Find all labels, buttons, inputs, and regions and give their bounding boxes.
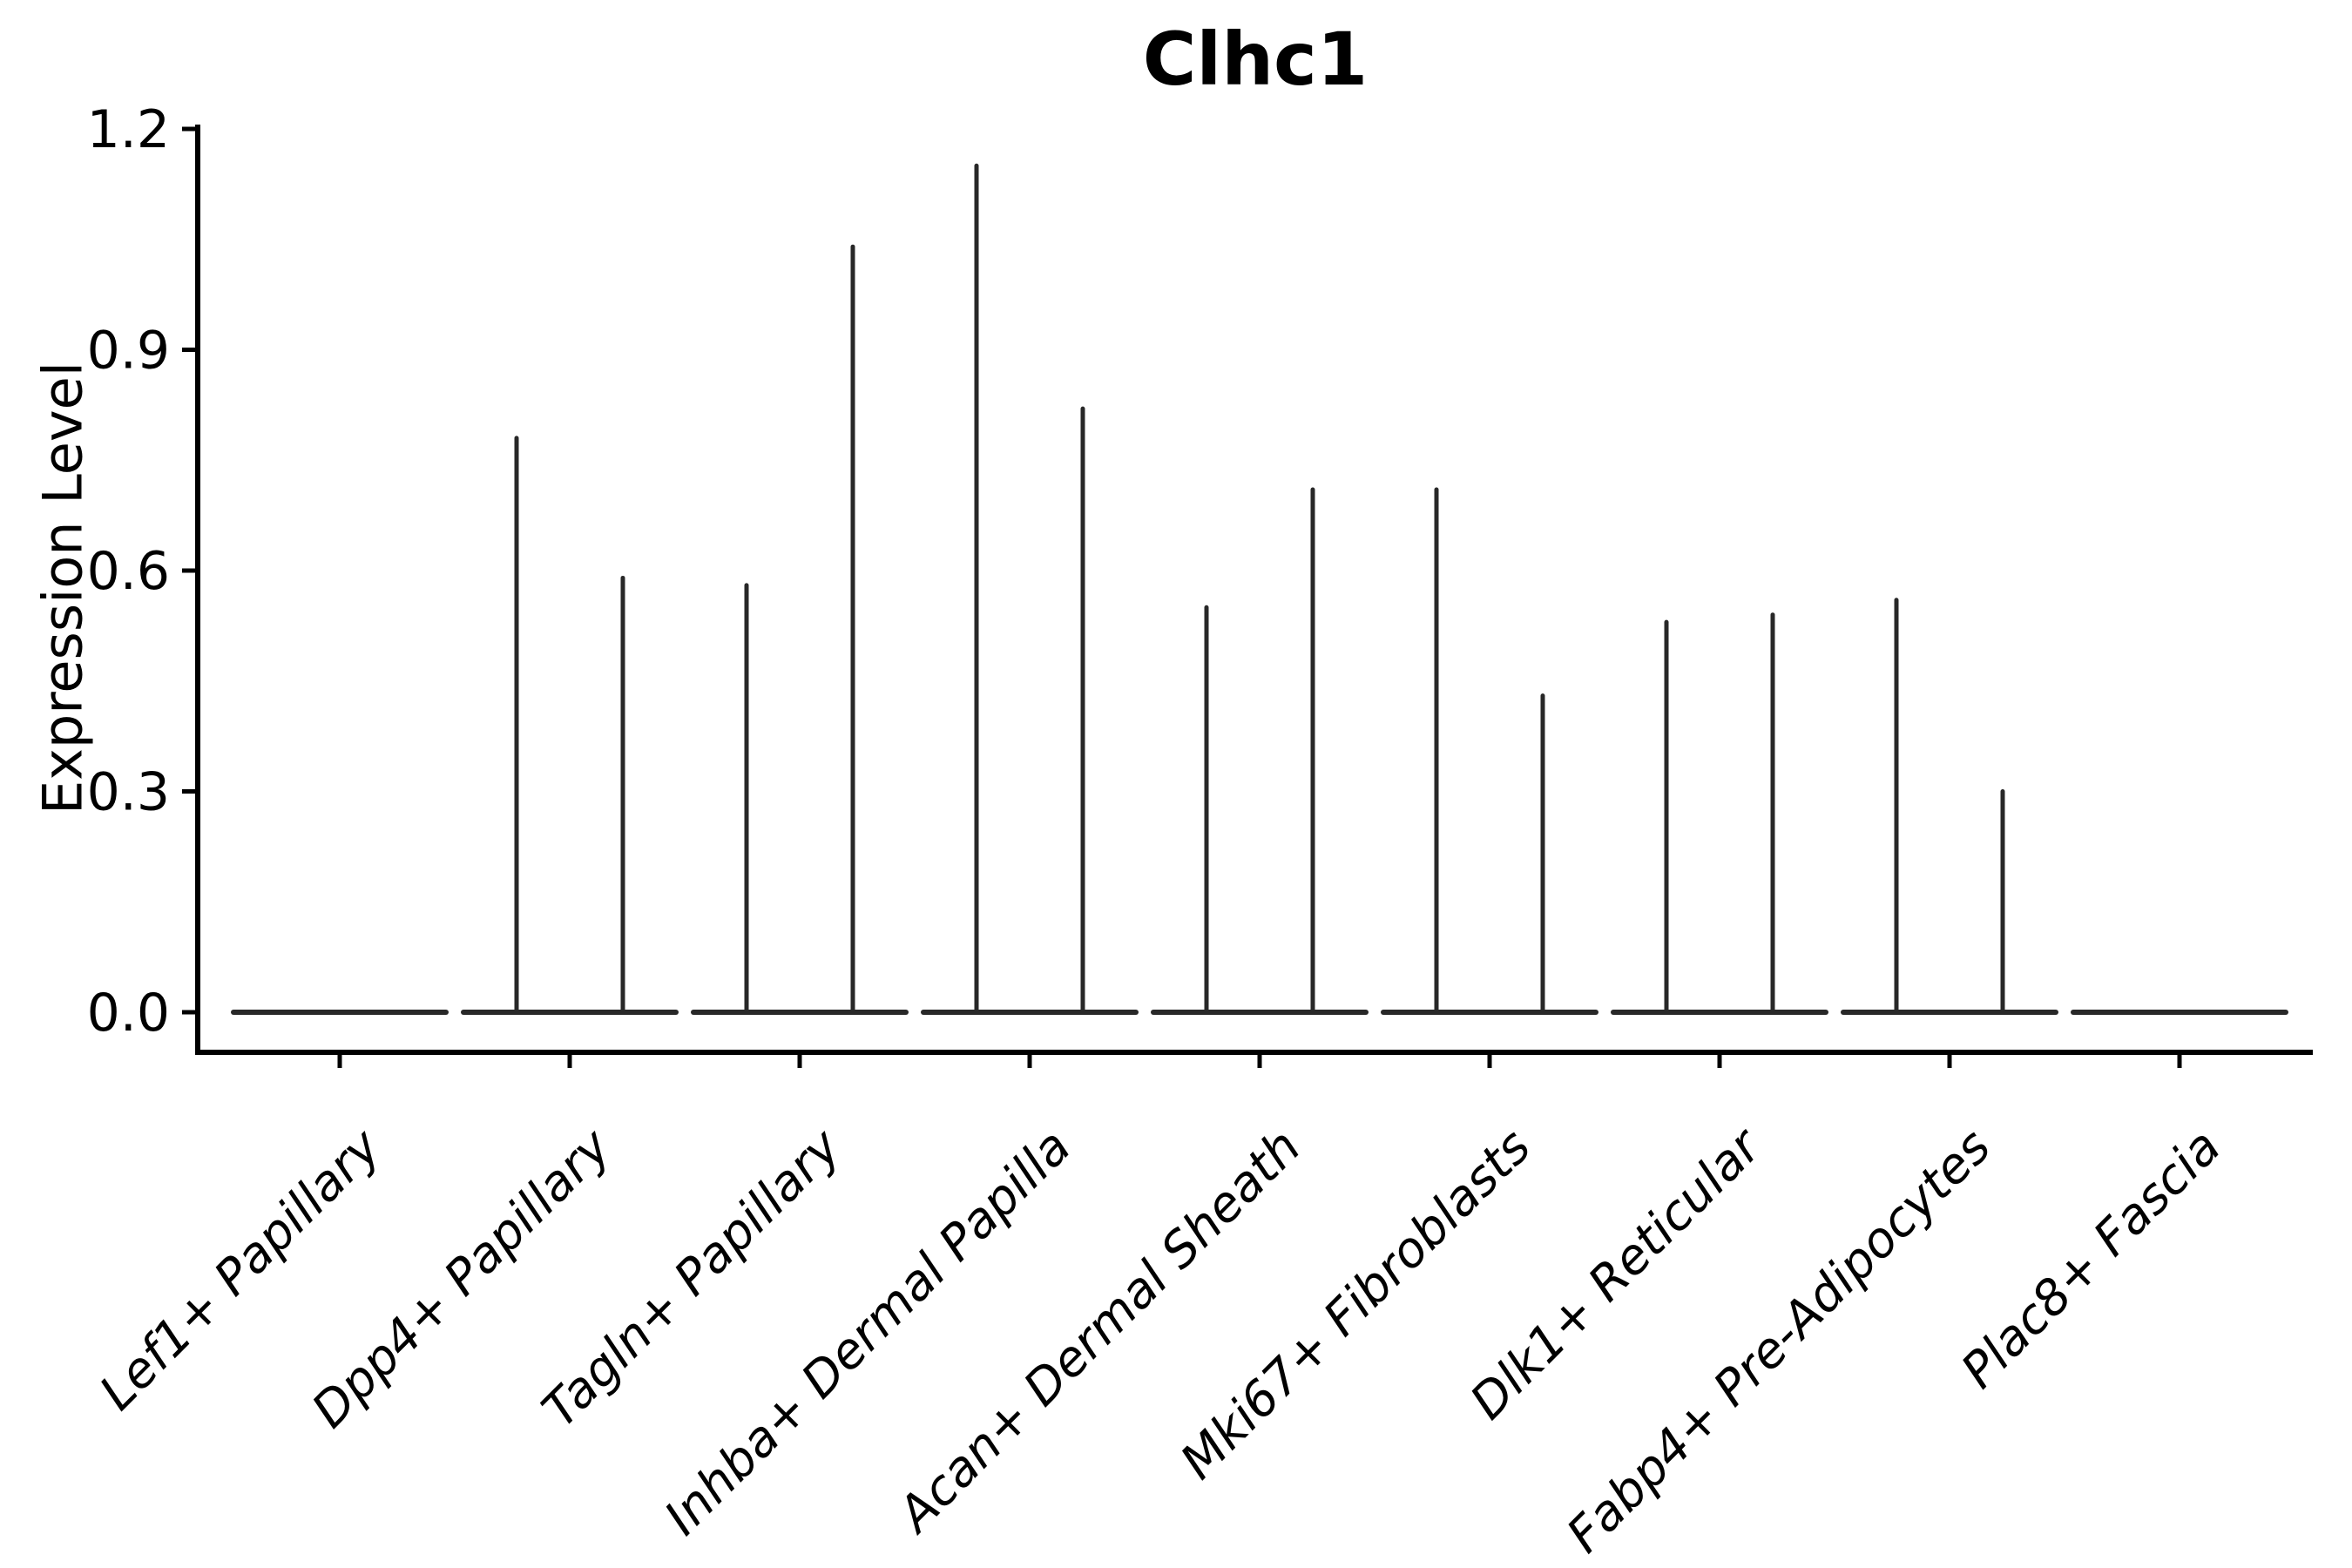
x-tick-label: Acan+ Dermal Sheath	[886, 1119, 1312, 1544]
x-tick-label: Inhba+ Dermal Papilla	[654, 1119, 1082, 1546]
y-tick-label: 0.6	[87, 541, 170, 602]
chart-title: Clhc1	[1142, 17, 1369, 102]
x-tick-label: Fabp4+ Pre-Adipocytes	[1557, 1119, 2002, 1564]
y-tick-label: 1.2	[87, 99, 170, 160]
y-tick-label: 0.0	[87, 983, 170, 1044]
y-tick-label: 0.3	[87, 762, 170, 823]
y-tick-label: 0.9	[87, 321, 170, 382]
